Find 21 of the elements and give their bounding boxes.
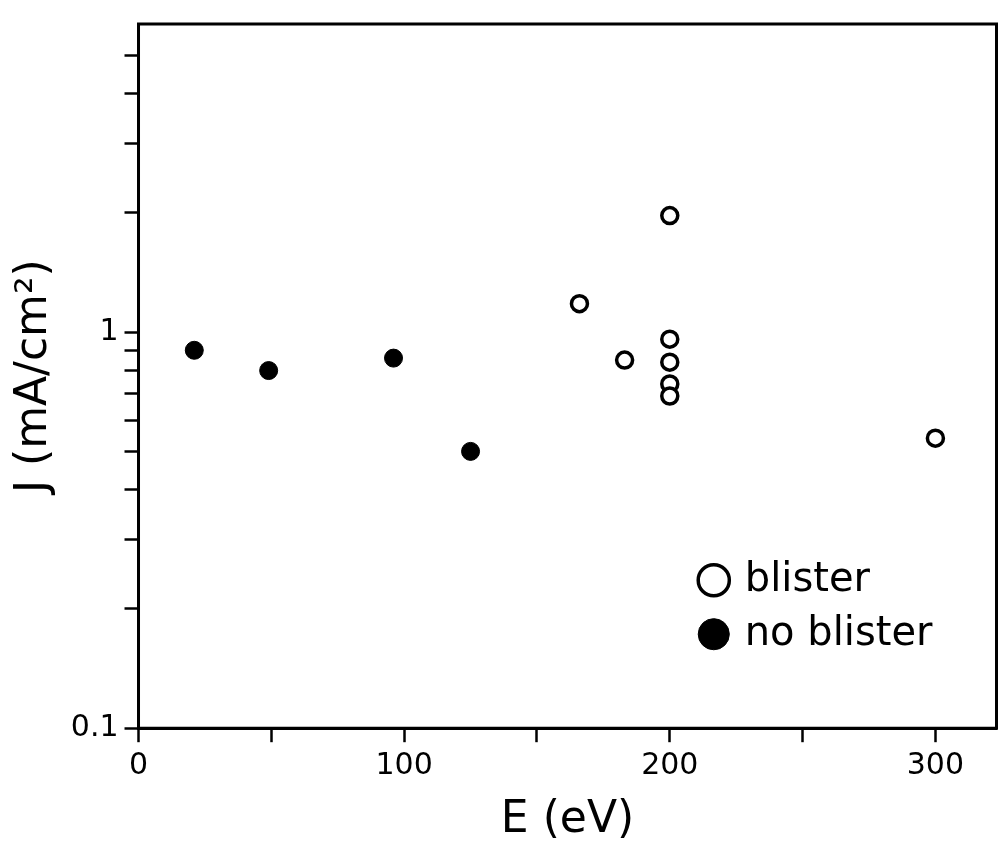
y-axis-title: J (mA/cm²)	[4, 259, 56, 496]
x-tick-label: 200	[641, 746, 699, 781]
point	[569, 293, 590, 314]
point	[384, 348, 404, 368]
point	[660, 329, 680, 349]
point	[660, 205, 680, 226]
legend-label: blister	[744, 553, 871, 600]
point	[259, 361, 279, 381]
y-tick-label: 0.1	[70, 708, 119, 743]
x-tick-label: 100	[375, 746, 433, 781]
point	[660, 352, 680, 372]
point	[925, 428, 946, 448]
point	[184, 340, 204, 360]
x-tick-label: 300	[906, 746, 965, 781]
legend-label: no blister	[744, 607, 934, 654]
point	[461, 441, 481, 461]
x-axis-title: E (eV)	[500, 791, 635, 843]
y-tick-label: 1	[99, 311, 119, 347]
point	[660, 386, 680, 406]
point	[614, 350, 635, 370]
x-tick-label: 0	[128, 746, 149, 781]
